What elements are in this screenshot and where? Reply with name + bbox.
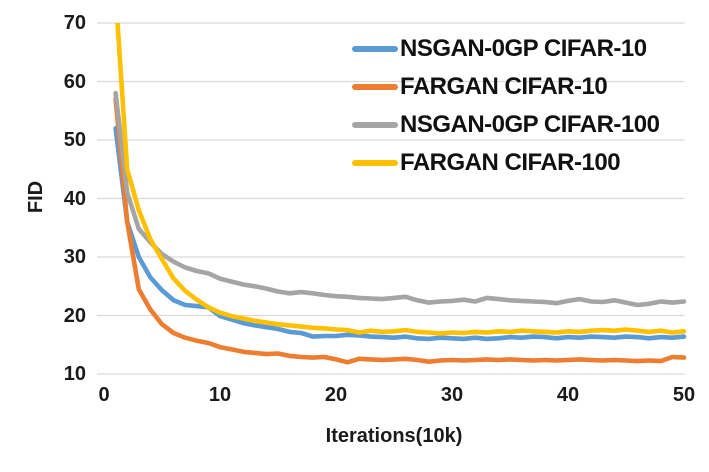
- legend-item: FARGAN CIFAR-100: [352, 144, 659, 182]
- legend-label: NSGAN-0GP CIFAR-100: [400, 111, 660, 138]
- x-tick-label-20: 20: [324, 384, 348, 406]
- y-tick-label-10: 10: [63, 363, 86, 385]
- legend: NSGAN-0GP CIFAR-10 FARGAN CIFAR-10 NSGAN…: [352, 30, 660, 182]
- x-tick-label-50: 50: [672, 384, 696, 406]
- x-axis-title: Iterations(10k): [325, 425, 463, 447]
- legend-label: FARGAN CIFAR-10: [400, 73, 608, 100]
- legend-swatch-gray-line: [352, 122, 398, 128]
- legend-swatch-yellow-line: [352, 160, 398, 166]
- legend-label: NSGAN-0GP CIFAR-10: [400, 35, 647, 62]
- legend-swatch-blue-line: [352, 46, 398, 52]
- line-fargan-cifar-100: [115, 23, 687, 336]
- y-tick-label-20: 20: [63, 304, 86, 327]
- gridlines: [97, 22, 685, 375]
- y-tick-label-30: 30: [63, 246, 86, 268]
- x-tick-label-0: 0: [98, 384, 110, 406]
- x-tick-label-10: 10: [208, 384, 232, 406]
- y-tick-label-50: 50: [63, 129, 86, 151]
- line-nsgan-0gp-cifar-100: [113, 90, 687, 308]
- y-tick-label-60: 60: [63, 70, 86, 93]
- line-fargan-cifar-10: [113, 96, 687, 365]
- legend-item: FARGAN CIFAR-10: [352, 68, 659, 106]
- legend-label: FARGAN CIFAR-100: [400, 149, 621, 176]
- legend-item: NSGAN-0GP CIFAR-10: [352, 30, 659, 68]
- x-tick-label-40: 40: [556, 384, 580, 406]
- legend-swatch-orange-line: [352, 84, 398, 90]
- y-axis-title: FID: [25, 180, 47, 214]
- y-tick-label-40: 40: [63, 187, 86, 210]
- y-tick-label-70: 70: [63, 12, 86, 34]
- x-tick-label-30: 30: [440, 384, 464, 406]
- legend-item: NSGAN-0GP CIFAR-100: [352, 106, 660, 144]
